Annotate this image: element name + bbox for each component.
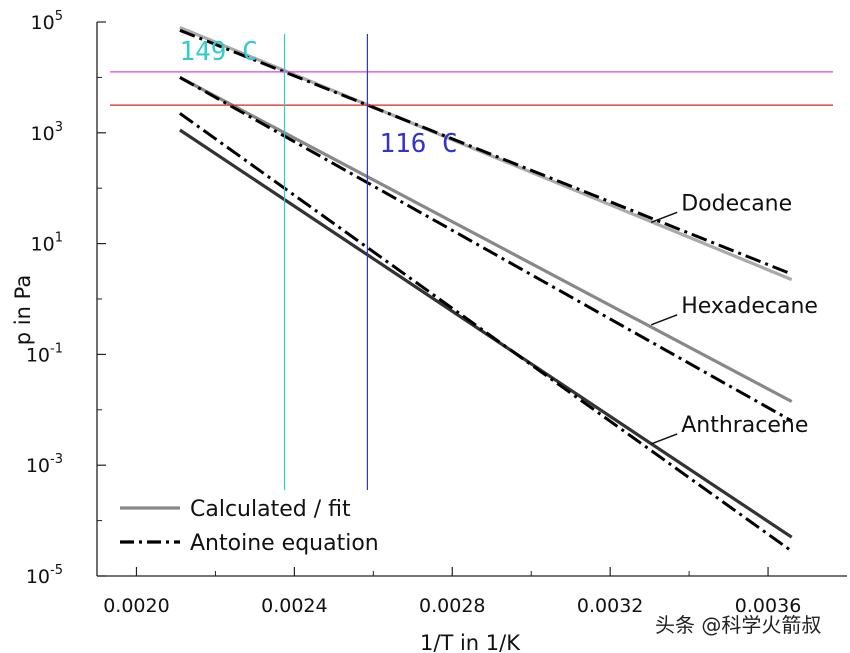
series-label-dodecane: Dodecane (681, 191, 792, 216)
series-label-leader (650, 211, 678, 224)
x-axis-label: 1/T in 1/K (420, 631, 521, 653)
series-line-anthracene-antoine (179, 112, 793, 553)
series-label-anthracene: Anthracene (681, 413, 808, 438)
x-tick-label: 0.0024 (261, 595, 327, 617)
series-label-leader (650, 314, 678, 326)
watermark-text: 头条 @科学火箭叔 (655, 613, 821, 637)
series-line-hexadecane-antoine (179, 76, 793, 423)
series-line-dodecane-antoine (179, 28, 793, 276)
y-tick-label: 10-3 (26, 452, 63, 477)
y-tick-label: 101 (31, 231, 63, 256)
series-label-hexadecane: Hexadecane (681, 294, 818, 319)
x-tick-label: 0.0020 (103, 595, 169, 617)
series-label-leader (650, 433, 678, 445)
annotation-label-1: 149 C (180, 37, 258, 67)
legend-label-1: Calculated / fit (190, 497, 351, 522)
y-axis-label: p in Pa (11, 275, 35, 345)
series-line-hexadecane-calculated (179, 75, 793, 403)
series-line-anthracene-calculated (179, 128, 793, 539)
y-tick-label: 10-5 (26, 563, 63, 588)
x-tick-label: 0.0036 (735, 595, 801, 617)
x-tick-label: 0.0028 (419, 595, 485, 617)
y-tick-label: 10-1 (26, 341, 63, 366)
y-tick-label: 103 (31, 120, 63, 145)
legend-label-2: Antoine equation (190, 531, 379, 556)
y-tick-label: 105 (31, 9, 63, 34)
x-tick-label: 0.0032 (577, 595, 643, 617)
annotation-label-2: 116 C (379, 129, 457, 159)
